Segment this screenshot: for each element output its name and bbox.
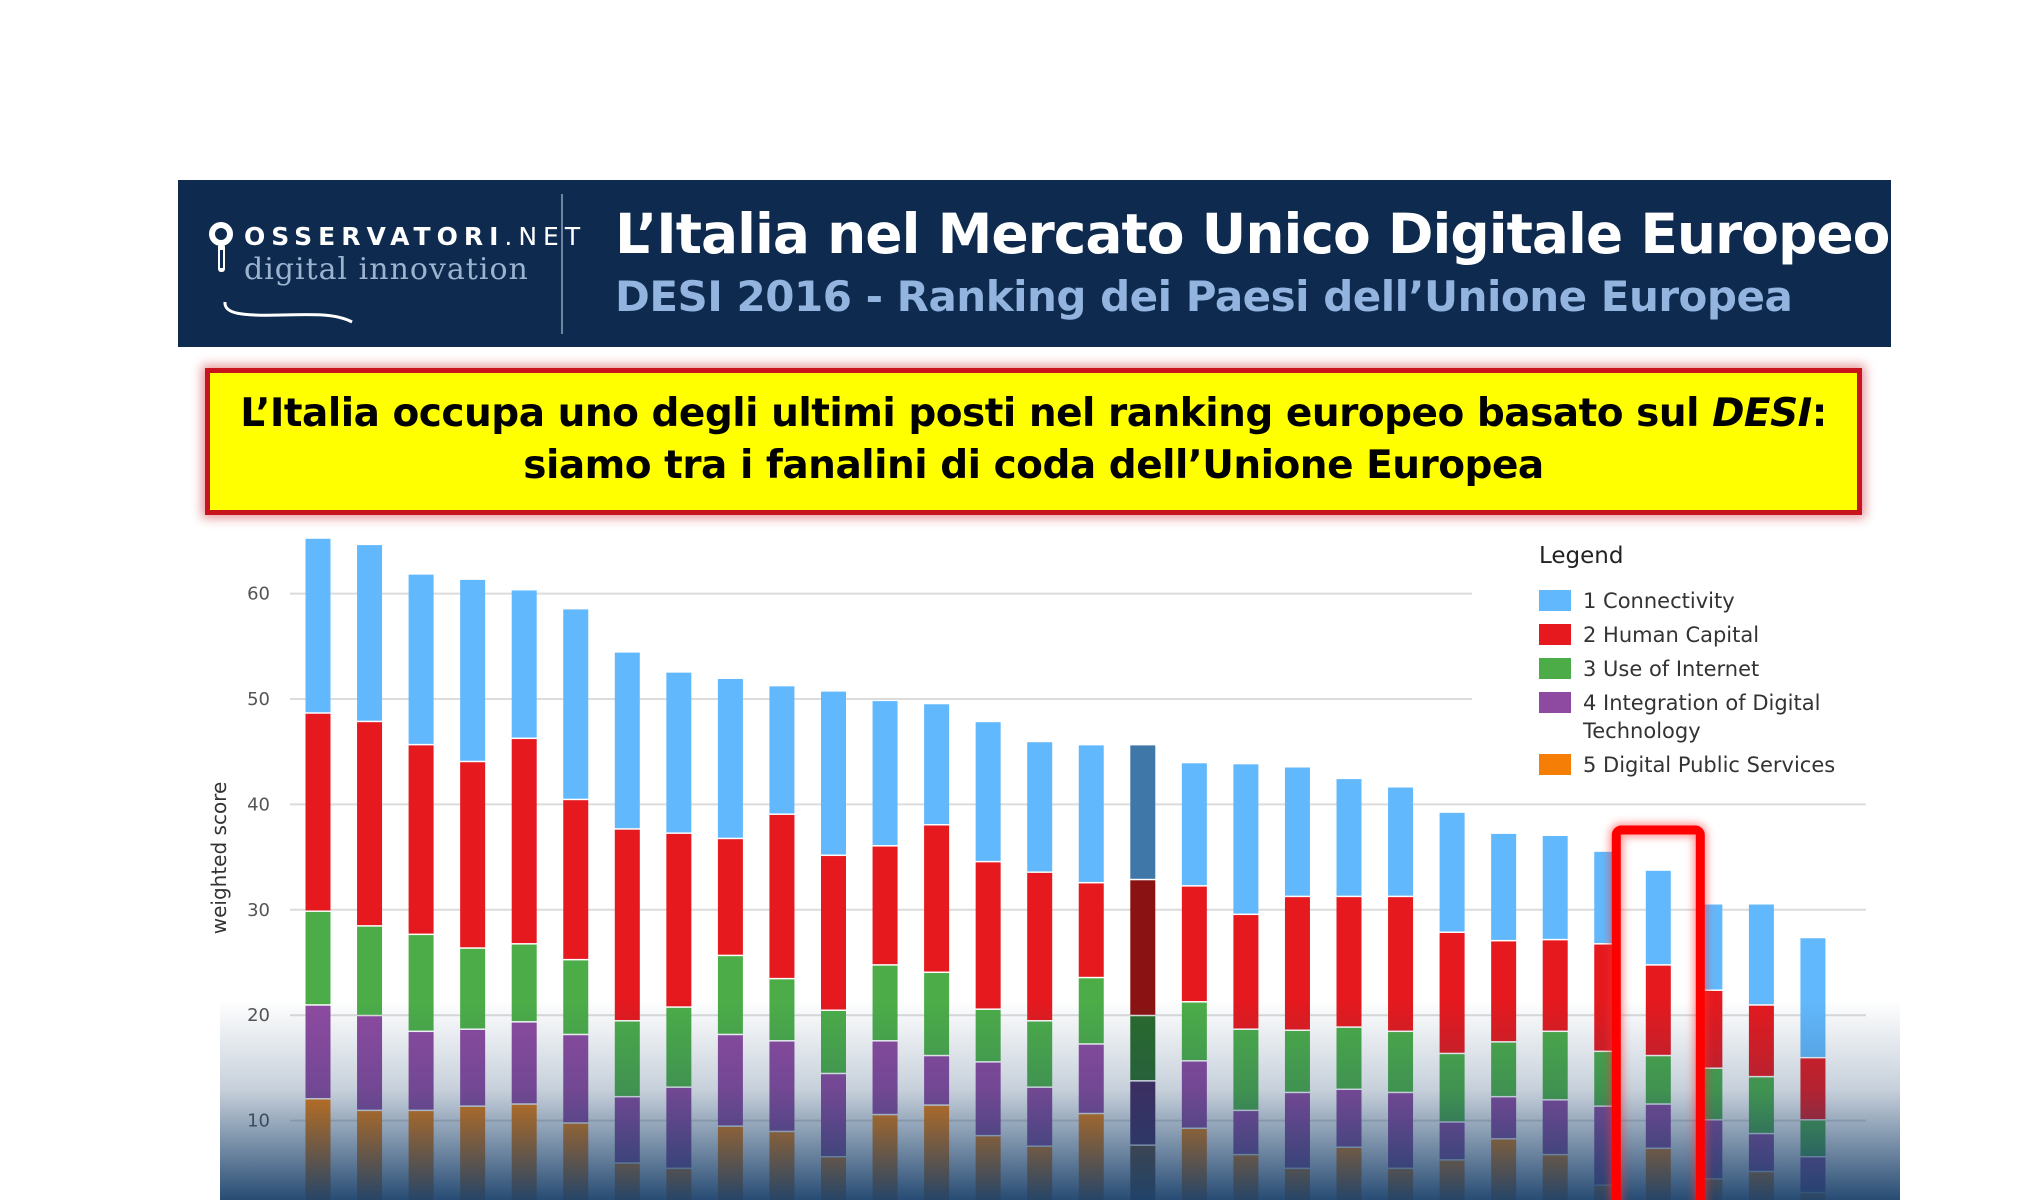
bar-segment-1-connectivity — [769, 686, 795, 814]
callout-desi: DESI — [1712, 391, 1812, 436]
bar-segment-2-human-capital — [614, 829, 640, 1021]
bar-segment-2-human-capital — [821, 856, 846, 1010]
bar-segment-2-human-capital — [1027, 872, 1053, 1021]
bar-segment-1-connectivity — [1748, 904, 1774, 1005]
bar-segment-2-human-capital — [1130, 880, 1156, 1015]
bar-segment-1-connectivity — [1439, 812, 1465, 932]
y-axis-label: weighted score — [207, 782, 231, 935]
bar-segment-2-human-capital — [924, 825, 950, 972]
logo-suffix: .NET — [504, 222, 587, 251]
legend-title: Legend — [1539, 543, 1624, 569]
logo-name: OSSERVATORI — [244, 222, 505, 251]
bar-segment-1-connectivity — [563, 609, 589, 799]
callout-text: L’Italia occupa uno degli ultimi posti n… — [240, 391, 1713, 436]
bar-segment-1-connectivity — [305, 538, 331, 713]
legend-swatch — [1539, 658, 1571, 679]
bar-segment-1-connectivity — [872, 701, 898, 846]
legend-label: 4 Integration of Digital — [1583, 691, 1820, 715]
bar-segment-1-connectivity — [1233, 764, 1259, 914]
bar-segment-1-connectivity — [1078, 745, 1104, 882]
bar-segment-2-human-capital — [975, 862, 1001, 1009]
header-divider — [561, 194, 563, 334]
y-tick-label: 50 — [247, 689, 270, 710]
bar-segment-1-connectivity — [666, 672, 692, 833]
bar-segment-2-human-capital — [511, 739, 537, 944]
legend-swatch — [1539, 754, 1571, 775]
bar-segment-2-human-capital — [717, 839, 743, 955]
legend-label: 1 Connectivity — [1583, 589, 1735, 613]
bar-segment-2-human-capital — [563, 800, 589, 959]
bar-segment-1-connectivity — [1491, 833, 1517, 940]
callout-colon: : — [1811, 391, 1828, 436]
bar-segment-2-human-capital — [460, 762, 486, 948]
bar-segment-1-connectivity — [1027, 742, 1053, 872]
bar-segment-1-connectivity — [821, 691, 846, 855]
bar-segment-3-use-of-internet — [305, 911, 331, 1005]
page-title: L’Italia nel Mercato Unico Digitale Euro… — [615, 202, 1890, 266]
y-tick-label: 60 — [247, 584, 270, 605]
legend-swatch — [1539, 624, 1571, 645]
callout-box: L’Italia occupa uno degli ultimi posti n… — [205, 368, 1862, 515]
bar-segment-1-connectivity — [717, 678, 743, 838]
legend: Legend 1 Connectivity 2 Human Capital 3 Us… — [1539, 543, 1835, 777]
bar-segment-1-connectivity — [1388, 787, 1414, 896]
legend-label: 5 Digital Public Services — [1583, 753, 1835, 777]
osservatori-logo: OSSERVATORI.NET digital innovation — [208, 220, 580, 324]
bar-segment-2-human-capital — [408, 745, 434, 934]
legend-label: 2 Human Capital — [1583, 623, 1759, 647]
logo-swoosh-icon — [223, 301, 353, 324]
logo-tagline: digital innovation — [244, 252, 529, 287]
page-subtitle: DESI 2016 - Ranking dei Paesi dell’Union… — [615, 272, 1793, 321]
bar-segment-1-connectivity — [511, 590, 537, 738]
italy-highlight-box — [1609, 823, 1708, 1200]
y-tick-label: 40 — [247, 794, 270, 815]
bar-segment-1-connectivity — [614, 652, 640, 829]
bar-segment-1-connectivity — [924, 704, 950, 824]
bar-segment-2-human-capital — [1078, 883, 1104, 977]
legend-label-cont: Technology — [1582, 719, 1701, 743]
bar-segment-1-connectivity — [1336, 779, 1362, 896]
bar-segment-1-connectivity — [1130, 745, 1156, 879]
bottom-fade-overlay — [220, 1000, 1900, 1200]
magnifier-logo-icon — [209, 222, 233, 272]
y-tick-label: 30 — [247, 900, 270, 921]
bar-segment-1-connectivity — [357, 545, 383, 721]
bar-segment-1-connectivity — [1181, 763, 1207, 886]
bar-segment-2-human-capital — [305, 713, 331, 911]
header-banner: OSSERVATORI.NET digital innovation L’Ita… — [178, 180, 1891, 347]
bar-segment-1-connectivity — [975, 722, 1001, 861]
bar-segment-2-human-capital — [1181, 886, 1207, 1002]
legend-swatch — [1539, 692, 1571, 713]
bar-segment-1-connectivity — [460, 579, 486, 761]
callout-line-2: siamo tra i fanalini di coda dell’Unione… — [523, 443, 1544, 488]
bar-segment-2-human-capital — [872, 846, 898, 965]
bar-segment-1-connectivity — [1542, 836, 1568, 939]
legend-swatch — [1539, 590, 1571, 611]
bar-segment-2-human-capital — [769, 814, 795, 978]
bar-segment-1-connectivity — [1645, 870, 1671, 965]
bar-segment-1-connectivity — [1284, 767, 1310, 896]
legend-label: 3 Use of Internet — [1583, 657, 1759, 681]
bar-segment-2-human-capital — [666, 833, 692, 1007]
bar-segment-1-connectivity — [408, 574, 434, 744]
callout-line-1: L’Italia occupa uno degli ultimi posti n… — [210, 388, 1857, 440]
bar-segment-2-human-capital — [357, 722, 383, 926]
